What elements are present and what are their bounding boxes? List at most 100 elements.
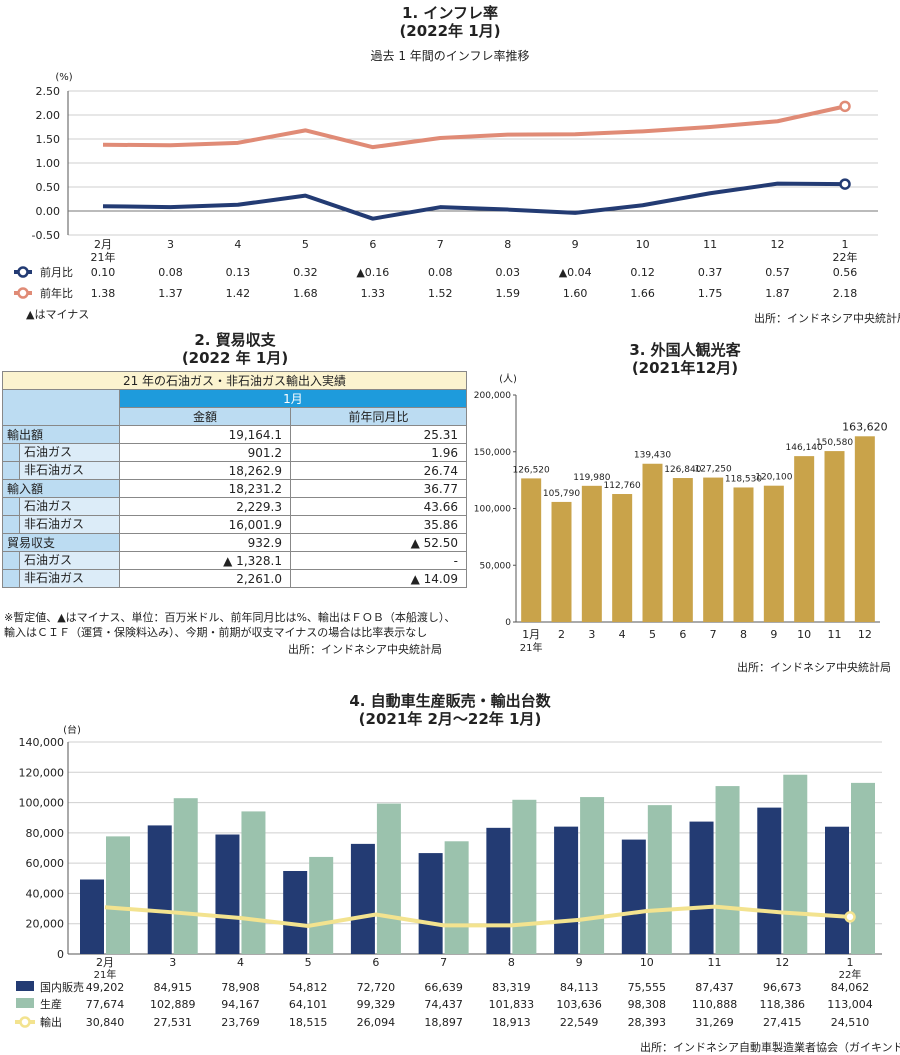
autos-xtick-label: 6 (372, 956, 379, 969)
inflation-series-line (102, 181, 846, 221)
autos-production-bar (106, 836, 130, 954)
tourists-xtick-label: 12 (858, 628, 872, 641)
tourists-bar (733, 487, 754, 622)
trade-row-label-cell: 非石油ガス (2, 461, 120, 480)
tourists-value-label: 120,100 (755, 473, 792, 483)
inflation-xtick-year: 22年 (833, 250, 858, 264)
trade-corner-cell (2, 389, 120, 426)
tourists-value-label: 127,250 (695, 465, 732, 475)
inflation-yoy-value: 1.37 (158, 287, 183, 300)
trade-row: 石油ガス 2,229.3 43.66 (2, 497, 467, 516)
tourists-xtick-label: 2 (558, 628, 565, 641)
legend-yoy-label: 前年比 (40, 286, 73, 300)
tourists-source: 出所：インドネシア中央統計局 (737, 661, 891, 674)
tourists-xtick-label: 5 (649, 628, 656, 641)
autos-production-bar (715, 786, 740, 954)
inflation-xtick-year: 21年 (91, 250, 116, 264)
autos-export-end-marker (844, 911, 856, 923)
trade-row-amount: 932.9 (119, 533, 291, 552)
inflation-ytick-label: 2.50 (36, 85, 61, 98)
autos-xtick-label: 2月 (96, 956, 114, 969)
inflation-mom-value: 0.37 (698, 266, 723, 279)
inflation-xtick-label: 6 (369, 238, 376, 251)
autos-xtick-label: 10 (640, 956, 654, 969)
trade-row-yoy: ▲ 52.50 (290, 533, 467, 552)
autos-production-value: 98,308 (628, 998, 667, 1011)
trade-row-yoy: ▲ 14.09 (290, 569, 467, 588)
trade-row-label: 石油ガス (19, 444, 119, 461)
autos-export-value: 18,913 (492, 1016, 531, 1029)
autos-export-value: 23,769 (221, 1016, 260, 1029)
autos-sales-value: 75,555 (628, 981, 667, 994)
inflation-xtick-label: 5 (302, 238, 309, 251)
tourists-ytick-label: 150,000 (474, 448, 511, 458)
inflation-ytick-label: 0.50 (36, 181, 61, 194)
autos-xtick-label: 12 (775, 956, 789, 969)
autos-title: 4. 自動車生産販売・輸出台数 (349, 692, 551, 710)
inflation-caption: 過去 1 年間のインフレ率推移 (370, 49, 530, 63)
inflation-end-marker (839, 100, 851, 113)
autos-sales-value: 96,673 (763, 981, 802, 994)
autos-production-value: 113,004 (827, 998, 873, 1011)
autos-sales-value: 84,113 (560, 981, 599, 994)
tourists-value-label: 163,620 (842, 420, 888, 433)
tourists-xtick-label: 8 (740, 628, 747, 641)
tourists-chart: (人) 200,000 150,000 100,000 50,000 0 126,520 1月… (474, 373, 888, 654)
autos-export-value: 30,840 (86, 1016, 125, 1029)
trade-title: 2. 貿易収支 (194, 331, 276, 349)
autos-source: 出所：インドネシア自動車製造業者協会（ガイキンド） (640, 1041, 900, 1054)
autos-ytick-label: 60,000 (26, 857, 65, 870)
autos-chart: (台)140,000120,000100,00080,00060,00040,0… (15, 725, 882, 1029)
autos-subtitle: (2021年 2月〜22年 1月) (358, 710, 542, 728)
tourists-bar (612, 494, 633, 622)
trade-row: 石油ガス 901.2 1.96 (2, 443, 467, 462)
tourists-xtick-year: 21年 (520, 641, 543, 654)
legend-sales-label: 国内販売 (40, 980, 84, 994)
autos-xtick-year: 21年 (94, 968, 117, 981)
autos-sales-bar (350, 843, 375, 954)
tourists-bar (672, 478, 693, 622)
autos-sales-bar (689, 821, 714, 954)
legend-mom-label: 前月比 (40, 265, 73, 279)
autos-xtick-label: 9 (576, 956, 583, 969)
trade-row-label: 輸入額 (2, 479, 120, 498)
inflation-yoy-value: 1.52 (428, 287, 453, 300)
inflation-xtick-label: 4 (234, 238, 241, 251)
inflation-mom-value: ▲0.04 (559, 266, 592, 279)
tourists-value-label: 126,520 (513, 465, 550, 475)
inflation-yoy-value: 1.66 (630, 287, 655, 300)
inflation-title: 1. インフレ率 (402, 4, 498, 22)
inflation-mom-value: 0.32 (293, 266, 318, 279)
autos-production-bar (376, 803, 401, 954)
autos-export-value: 24,510 (831, 1016, 870, 1029)
trade-table-title: 21 年の石油ガス・非石油ガス輸出入実績 (2, 371, 467, 390)
trade-row-label: 非石油ガス (19, 570, 119, 587)
inflation-mom-value: 0.56 (833, 266, 858, 279)
trade-row-label: 輸出額 (2, 425, 120, 444)
autos-sales-bar (757, 807, 782, 954)
inflation-yoy-value: 2.18 (833, 287, 858, 300)
trade-row-amount: 18,262.9 (119, 461, 291, 480)
inflation-series-line (102, 104, 846, 150)
trade-col-amount: 金額 (119, 407, 291, 426)
autos-xtick-label: 1 (847, 956, 854, 969)
trade-row: 非石油ガス 18,262.9 26.74 (2, 461, 467, 480)
autos-ytick-label: 120,000 (19, 766, 65, 779)
autos-sales-value: 78,908 (221, 981, 260, 994)
autos-ytick-label: 140,000 (19, 736, 65, 749)
trade-row: 貿易収支 932.9 ▲ 52.50 (2, 533, 467, 552)
autos-ytick-label: 0 (57, 948, 64, 961)
tourists-value-label: 112,760 (604, 481, 641, 491)
autos-production-bar (173, 798, 198, 954)
tourists-ytick-label: 50,000 (480, 561, 512, 571)
trade-row-amount: 16,001.9 (119, 515, 291, 534)
tourists-bar (521, 478, 542, 622)
autos-sales-bar (215, 834, 240, 954)
inflation-minus-note: ▲はマイナス (26, 308, 89, 321)
trade-row-yoy: 1.96 (290, 443, 467, 462)
inflation-mom-value: ▲0.16 (356, 266, 389, 279)
autos-sales-value: 54,812 (289, 981, 328, 994)
inflation-yoy-value: 1.33 (361, 287, 386, 300)
inflation-ytick-label: 2.00 (36, 109, 61, 122)
